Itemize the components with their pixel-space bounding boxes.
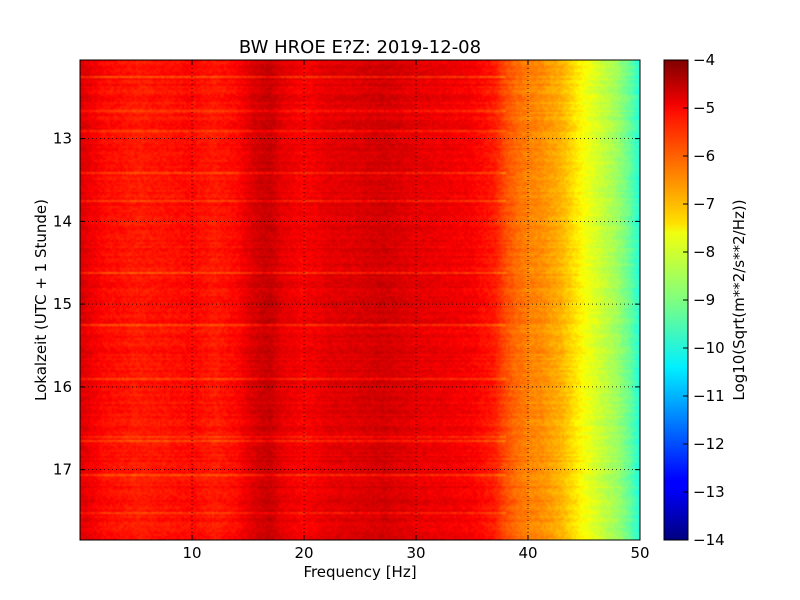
x-tick-label: 50 [630,544,649,562]
x-tick-label: 40 [518,544,537,562]
heatmap-image [80,60,640,540]
x-axis-ticks: 10 20 30 40 50 [182,60,650,562]
colorbar-tick-label: −9 [693,291,715,309]
plot-frame [79,59,641,541]
colorbar-tick-label: −4 [693,51,715,69]
y-tick-label: 14 [53,212,72,230]
colorbar-tick-label: −7 [693,195,715,213]
y-axis-label: Lokalzeit (UTC + 1 Stunde) [32,199,50,401]
colorbar-tick-label: −11 [693,387,725,405]
grid-lines [80,60,640,540]
x-tick-label: 10 [182,544,201,562]
y-tick-label: 17 [53,461,72,479]
colorbar-tick-label: −13 [693,483,725,501]
colorbar-tick-label: −14 [693,531,725,549]
chart-title: BW HROE E?Z: 2019-12-08 [239,37,481,58]
colorbar-tick-label: −5 [693,99,715,117]
colorbar: −4 −5 −6 −7 −8 −9 −10 −11 −12 −13 −14 [663,51,725,549]
colorbar-ticks: −4 −5 −6 −7 −8 −9 −10 −11 −12 −13 −14 [683,51,725,549]
x-tick-label: 30 [406,544,425,562]
x-tick-label: 20 [294,544,313,562]
colorbar-tick-label: −12 [693,435,725,453]
colorbar-tick-label: −10 [693,339,725,357]
y-tick-label: 13 [53,130,72,148]
colorbar-tick-label: −6 [693,147,715,165]
colorbar-label: Log10(Sqrt(m**2/s**2/Hz)) [730,199,748,400]
colorbar-tick-label: −8 [693,243,715,261]
y-tick-label: 15 [53,295,72,313]
x-axis-label: Frequency [Hz] [303,563,416,581]
y-tick-label: 16 [53,378,72,396]
y-axis-ticks: 13 14 15 16 17 [53,130,640,479]
plot-area: 10 20 30 40 50 13 14 15 16 17 [53,59,650,562]
